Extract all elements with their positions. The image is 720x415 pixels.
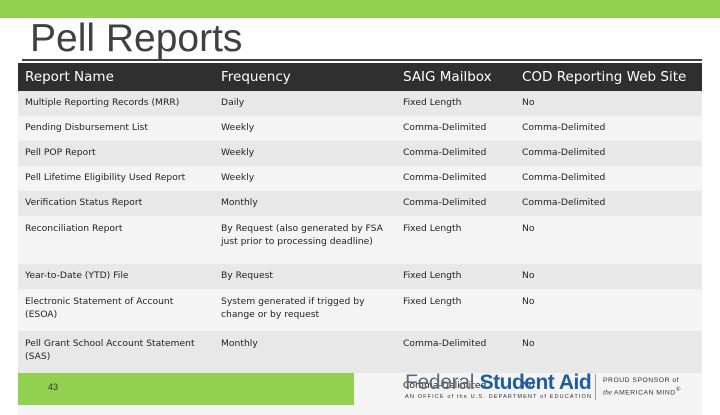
logo-divider — [595, 374, 596, 400]
table-row: Verification Status Report Monthly Comma… — [18, 191, 702, 216]
sponsor-line-3: AMERICAN MIND — [614, 389, 676, 397]
table-row: Reconciliation Report By Request (also g… — [18, 216, 702, 264]
cell-cod-web-site: No — [515, 216, 702, 264]
logo-sponsor: PROUD SPONSOR of the AMERICAN MIND® — [603, 375, 680, 398]
cell-frequency: System generated if trigged by change or… — [214, 289, 396, 331]
bottom-accent-bar — [18, 373, 354, 405]
slide-title: Pell Reports — [30, 17, 243, 60]
cell-saig-mailbox: Comma-Delimited — [396, 166, 515, 191]
table-row: Year-to-Date (YTD) File By Request Fixed… — [18, 264, 702, 289]
cell-cod-web-site: No — [515, 264, 702, 289]
header-cod-reporting-web-site: COD Reporting Web Site — [515, 63, 702, 91]
table-row: Multiple Reporting Records (MRR) Daily F… — [18, 91, 702, 116]
table-row: Pell Grant School Account Statement (SAS… — [18, 331, 702, 373]
cell-cod-web-site: Comma-Delimited — [515, 166, 702, 191]
cell-report-name: Pell Lifetime Eligibility Used Report — [18, 166, 214, 191]
logo-name-student-aid: Student Aid — [479, 371, 592, 394]
cell-report-name: Pending Disbursement List — [18, 116, 214, 141]
cell-report-name: Verification Status Report — [18, 191, 214, 216]
pell-reports-table: Report Name Frequency SAIG Mailbox COD R… — [18, 63, 702, 415]
cell-report-name: Multiple Reporting Records (MRR) — [18, 91, 214, 116]
cell-cod-web-site: No — [515, 331, 702, 373]
cell-cod-web-site: Comma-Delimited — [515, 116, 702, 141]
logo-tagline: AN OFFICE of the U.S. DEPARTMENT of EDUC… — [405, 394, 593, 400]
cell-saig-mailbox: Comma-Delimited — [396, 191, 515, 216]
header-saig-mailbox: SAIG Mailbox — [396, 63, 515, 91]
cell-frequency: By Request — [214, 264, 396, 289]
table-header-row: Report Name Frequency SAIG Mailbox COD R… — [18, 63, 702, 91]
cell-saig-mailbox: Comma-Delimited — [396, 331, 515, 373]
header-frequency: Frequency — [214, 63, 396, 91]
table-row: Pending Disbursement List Weekly Comma-D… — [18, 116, 702, 141]
cell-report-name: Pell POP Report — [18, 141, 214, 166]
cell-cod-web-site: Comma-Delimited — [515, 191, 702, 216]
cell-report-name: Electronic Statement of Account (ESOA) — [18, 289, 214, 331]
cell-frequency: Daily — [214, 91, 396, 116]
registered-mark: ® — [675, 386, 681, 393]
cell-saig-mailbox: Fixed Length — [396, 91, 515, 116]
cell-frequency: Monthly — [214, 331, 396, 373]
cell-saig-mailbox: Fixed Length — [396, 289, 515, 331]
table-row: Pell POP Report Weekly Comma-Delimited C… — [18, 141, 702, 166]
cell-saig-mailbox: Comma-Delimited — [396, 116, 515, 141]
logo-name-federal: Federal — [405, 371, 480, 394]
cell-cod-web-site: Comma-Delimited — [515, 141, 702, 166]
cell-report-name: Year-to-Date (YTD) File — [18, 264, 214, 289]
cell-report-name: Reconciliation Report — [18, 216, 214, 264]
table-row: Pell Lifetime Eligibility Used Report We… — [18, 166, 702, 191]
table-row: Electronic Statement of Account (ESOA) S… — [18, 289, 702, 331]
cell-frequency: Weekly — [214, 166, 396, 191]
sponsor-line-1: PROUD SPONSOR of — [603, 377, 679, 384]
page-number: 43 — [48, 382, 59, 392]
logo-wordmark: Federal Student Aid — [405, 371, 592, 395]
cell-report-name: Pell Grant School Account Statement (SAS… — [18, 331, 214, 373]
sponsor-line-2: the — [603, 387, 613, 397]
top-accent-bar — [0, 0, 720, 18]
cell-cod-web-site: No — [515, 91, 702, 116]
cell-saig-mailbox: Fixed Length — [396, 216, 515, 264]
federal-student-aid-logo: Federal Student Aid AN OFFICE of the U.S… — [405, 371, 705, 405]
title-underline — [22, 59, 702, 61]
cell-cod-web-site: No — [515, 289, 702, 331]
cell-saig-mailbox: Comma-Delimited — [396, 141, 515, 166]
cell-saig-mailbox: Fixed Length — [396, 264, 515, 289]
header-report-name: Report Name — [18, 63, 214, 91]
cell-frequency: Weekly — [214, 141, 396, 166]
cell-frequency: By Request (also generated by FSA just p… — [214, 216, 396, 264]
cell-frequency: Weekly — [214, 116, 396, 141]
cell-frequency: Monthly — [214, 191, 396, 216]
